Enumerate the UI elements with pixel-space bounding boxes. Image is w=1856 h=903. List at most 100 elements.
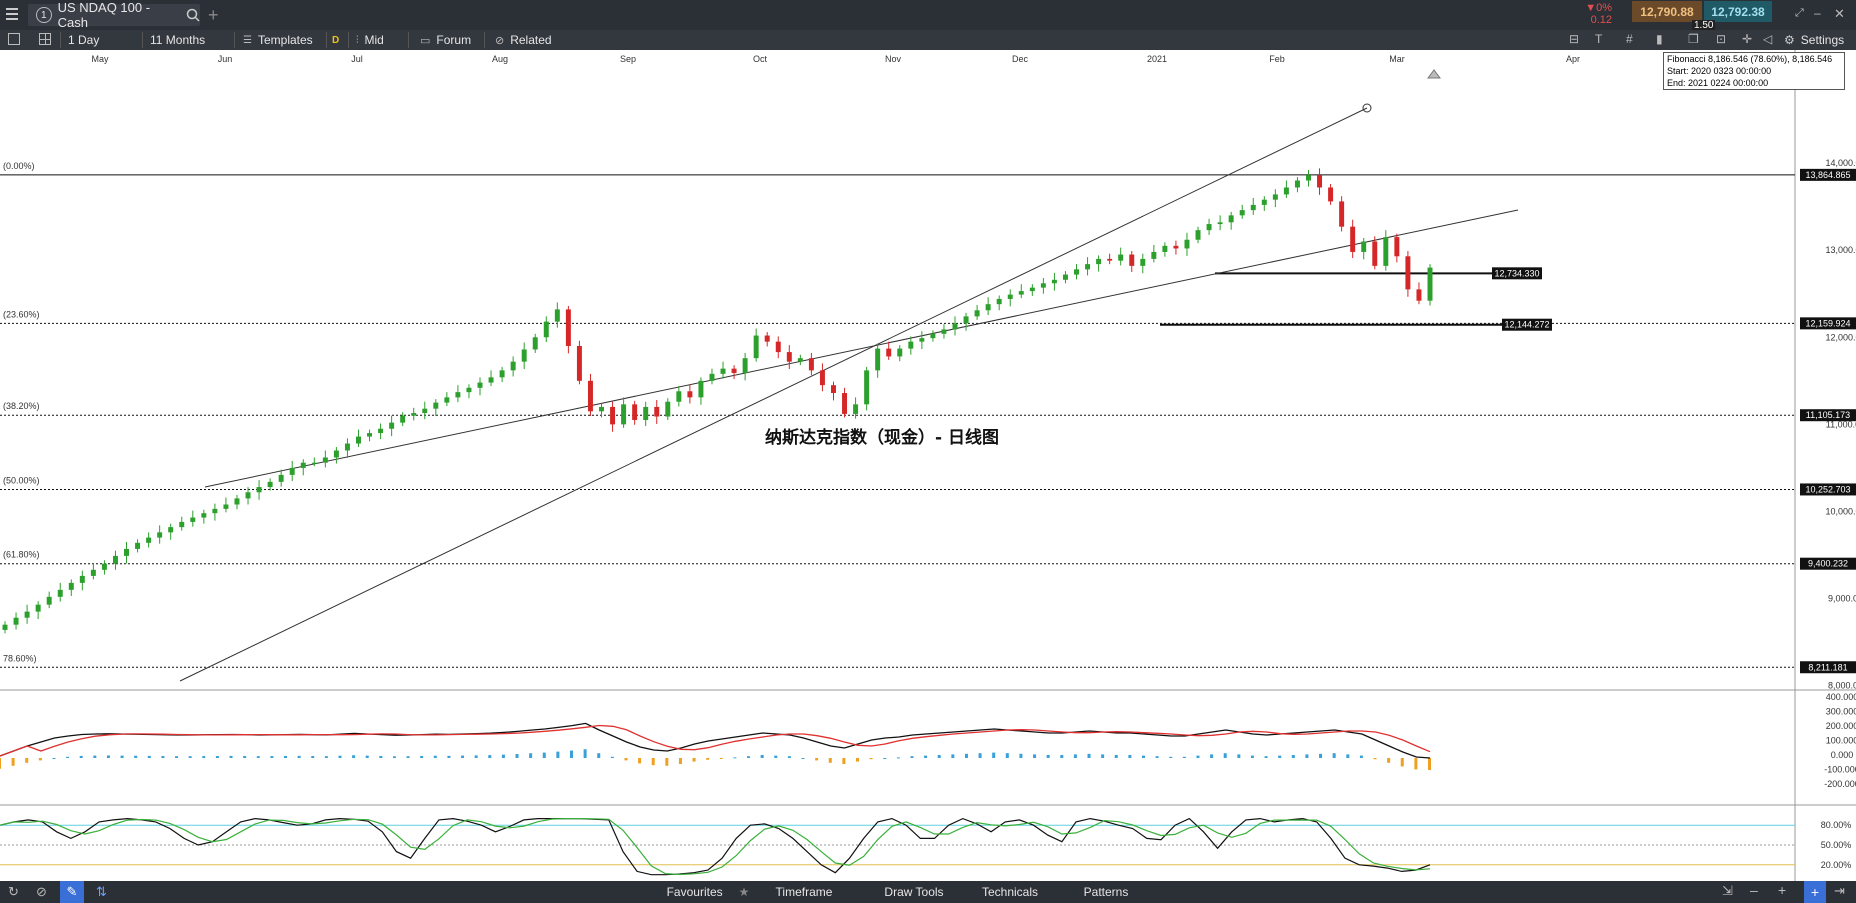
search-icon[interactable] [186, 8, 200, 22]
zoom-in-icon[interactable]: + [1778, 882, 1787, 898]
menu-icon[interactable] [6, 8, 18, 20]
chart-list-icon[interactable] [8, 33, 20, 45]
month-tick-label: May [91, 54, 109, 64]
candle-body [499, 370, 505, 378]
candle-body [919, 338, 925, 342]
bar-style-icon[interactable]: ▮ [1656, 32, 1663, 46]
macd-histogram-bar [202, 756, 206, 758]
hide-icon[interactable]: ⊘ [36, 884, 47, 899]
macd-histogram-bar [678, 758, 682, 764]
back-icon[interactable]: ◁ [1763, 32, 1773, 46]
macd-histogram-bar [256, 756, 260, 758]
candle-body [444, 397, 450, 403]
settings-button[interactable]: ⚙ Settings [1784, 33, 1845, 47]
macd-histogram-bar [1223, 753, 1227, 758]
minimize-icon[interactable]: – [1814, 6, 1821, 20]
y-tick-label: 10,000.000 [1825, 506, 1856, 516]
tab-number-badge: 1 [36, 7, 52, 23]
macd-histogram-bar [474, 755, 478, 758]
candle-body [190, 517, 196, 522]
d-badge[interactable]: D [332, 34, 340, 46]
candle-body [488, 377, 494, 383]
fib-price-tag-label: 12,159.924 [1805, 318, 1850, 328]
candle-body [24, 611, 30, 618]
related-button[interactable]: ⊘ Related [495, 33, 552, 47]
candle-body [1339, 201, 1345, 227]
layout-grid-icon[interactable] [39, 33, 51, 45]
sort-icon[interactable]: ⇅ [96, 884, 107, 899]
macd-histogram-bar [515, 754, 519, 758]
templates-button[interactable]: ☰ Templates [243, 33, 313, 47]
copy-icon[interactable]: ❐ [1688, 32, 1699, 46]
text-tool-icon[interactable]: T [1595, 32, 1603, 46]
crosshair-toggle-icon[interactable]: + [1804, 881, 1826, 903]
expand-icon[interactable]: ⤢ [1795, 7, 1804, 19]
stoch-k-line [0, 817, 1431, 876]
forum-button[interactable]: ▭ Forum [420, 33, 472, 47]
candle-body [775, 341, 781, 353]
candle-body [930, 333, 936, 339]
macd-histogram-bar [1142, 755, 1145, 758]
candle-body [1328, 187, 1334, 202]
candle-body [433, 402, 439, 409]
candle-body [267, 481, 273, 488]
patterns-tab[interactable]: Patterns [1083, 885, 1129, 899]
macd-histogram-bar [856, 758, 859, 762]
macd-histogram-bar [120, 755, 124, 758]
instrument-name: US NDAQ 100 - Cash [57, 0, 151, 30]
candle-body [112, 555, 118, 564]
instrument-tab[interactable]: 1 US NDAQ 100 - Cash [28, 0, 200, 30]
close-icon[interactable]: ✕ [1834, 6, 1845, 21]
month-tick-label: Oct [753, 54, 768, 64]
macd-histogram-bar [1073, 754, 1077, 758]
macd-histogram-bar [1114, 755, 1118, 758]
fib-level-label: 78.60%) [3, 653, 37, 663]
macd-histogram-bar [79, 755, 83, 758]
change-indicator: ▼0% 0.12 [1568, 2, 1612, 26]
draw-tools-tab[interactable]: Draw Tools [884, 885, 944, 899]
grid-toggle-icon[interactable]: # [1626, 32, 1633, 46]
macd-histogram-bar [1046, 755, 1050, 758]
pencil-icon[interactable]: ✎ [60, 881, 84, 903]
candle-body [1272, 194, 1278, 200]
price-ruler-icon[interactable]: ⊟ [1569, 32, 1580, 46]
scroll-right-icon[interactable]: ⇥ [1834, 883, 1845, 898]
candle-body [212, 508, 218, 514]
candle-body [1206, 224, 1212, 231]
candle-body [1140, 258, 1146, 266]
timeframe-tab[interactable]: Timeframe [775, 885, 833, 899]
macd-histogram-bar [747, 756, 751, 758]
macd-histogram-bar [365, 755, 369, 758]
candle-body [1294, 180, 1300, 188]
macd-histogram-bar [1332, 753, 1336, 758]
macd-histogram-bar [951, 754, 955, 758]
macd-histogram-bar [352, 755, 356, 758]
add-tab-icon[interactable]: + [208, 5, 219, 25]
fit-icon[interactable]: ⇲ [1722, 883, 1733, 898]
price-chart[interactable]: May Jun Jul Aug Sep Oct Nov Dec 2021 Feb Mar Apr 14,… [0, 50, 1856, 881]
level-price-tag-label: 12,144.272 [1504, 320, 1549, 330]
lock-icon[interactable]: ⊡ [1716, 32, 1727, 46]
candle-body [278, 474, 284, 482]
macd-histogram-bar [1101, 754, 1105, 758]
favourites-tab[interactable]: Favourites ★ [666, 885, 750, 899]
candle-body [687, 391, 693, 398]
macd-histogram-bar [0, 758, 1, 769]
buy-price-button[interactable]: 12,792.38 [1704, 1, 1772, 22]
macd-tick-label: 100.000 [1826, 736, 1856, 746]
month-tick-label: Jun [218, 54, 233, 64]
zoom-out-icon[interactable]: – [1750, 882, 1758, 898]
range-dropdown[interactable]: 11 Months [150, 33, 206, 47]
refresh-icon[interactable]: ↻ [8, 884, 19, 899]
macd-histogram-bar [542, 752, 546, 758]
candle-body [400, 415, 406, 423]
sell-price-button[interactable]: 12,790.88 [1632, 1, 1702, 22]
crosshair-icon[interactable]: ✛ [1742, 32, 1753, 46]
candle-body [1173, 245, 1179, 249]
macd-histogram-bar [215, 756, 219, 758]
macd-histogram-bar [1182, 756, 1186, 758]
interval-dropdown[interactable]: 1 Day [68, 33, 100, 47]
chart-area[interactable]: May Jun Jul Aug Sep Oct Nov Dec 2021 Feb Mar Apr 14,… [0, 50, 1856, 881]
mid-price-button[interactable]: ⫶ Mid [356, 33, 384, 47]
technicals-tab[interactable]: Technicals [981, 885, 1039, 899]
